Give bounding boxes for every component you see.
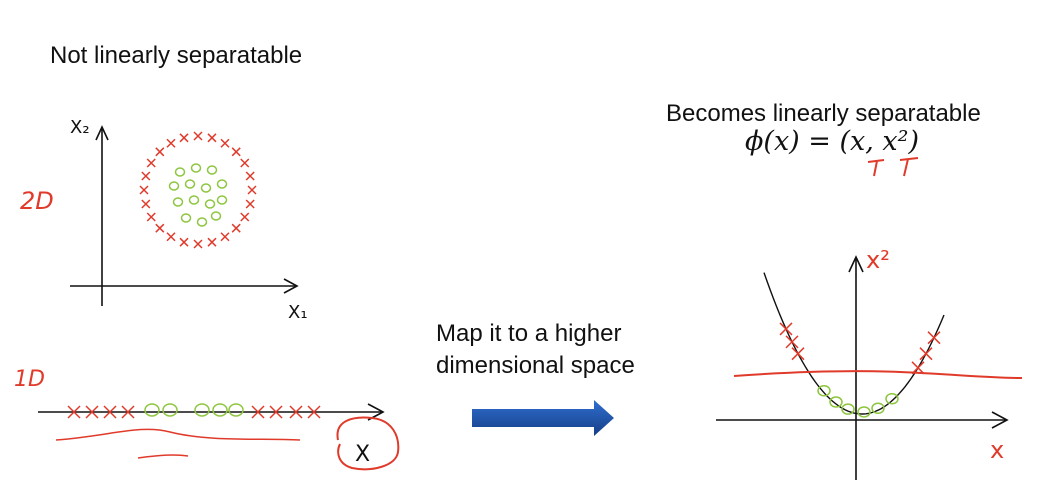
inner-circle (198, 218, 207, 226)
parabola-cross (928, 332, 940, 344)
outer-cross (208, 238, 216, 246)
parabola-cross (786, 336, 798, 348)
outer-class-crosses (140, 132, 256, 248)
parabola-cross (792, 348, 804, 360)
axis-circle (213, 404, 227, 416)
outer-cross (194, 240, 202, 248)
parabola-circle (818, 386, 830, 396)
inner-circle (212, 212, 221, 220)
formula-arrow-x2 (900, 158, 918, 176)
label-1d: 1D (14, 367, 45, 392)
axis-circle (195, 404, 209, 416)
parabola-crosses (780, 323, 940, 374)
outer-cross (221, 139, 229, 147)
parabola-circle (858, 407, 870, 417)
parabola-y-label: x² (866, 246, 890, 274)
plot-1d-red-scribble-2 (138, 455, 188, 458)
plot-2d-x-label: X₁ (288, 302, 308, 323)
parabola-circle (886, 394, 898, 404)
outer-cross (246, 172, 254, 180)
outer-cross (140, 186, 148, 194)
outer-cross (167, 233, 175, 241)
outer-cross (221, 233, 229, 241)
formula-arrow-x (868, 160, 884, 176)
outer-cross (167, 139, 175, 147)
inner-circle (206, 200, 215, 208)
plot-1d (38, 404, 383, 420)
parabola-x-label: x (990, 436, 1004, 464)
separating-line (734, 371, 1022, 378)
outer-cross (241, 213, 249, 221)
plot-2d-y-label: X₂ (70, 117, 90, 138)
axis-circle (229, 404, 243, 416)
axis-circle (163, 404, 177, 416)
outer-cross (142, 172, 150, 180)
outer-cross (147, 159, 155, 167)
outer-cross (232, 148, 240, 156)
outer-cross (194, 132, 202, 140)
inner-circle (202, 184, 211, 192)
inner-circle (218, 196, 227, 204)
plot-2d (70, 127, 297, 306)
outer-cross (147, 213, 155, 221)
inner-circle (174, 198, 183, 206)
outer-cross (156, 148, 164, 156)
plot-1d-red-scribble-1 (56, 429, 300, 440)
outer-cross (180, 134, 188, 142)
outer-cross (208, 134, 216, 142)
plot-1d-axis-label: X (355, 442, 370, 467)
outer-cross (248, 186, 256, 194)
outer-cross (232, 224, 240, 232)
inner-circle (208, 166, 217, 174)
inner-circle (176, 168, 185, 176)
inner-class-circles (170, 164, 227, 226)
parabola-cross (780, 323, 792, 335)
outer-cross (156, 224, 164, 232)
inner-circle (218, 180, 227, 188)
plot-parabola (716, 257, 1007, 480)
parabola-circle (830, 397, 842, 407)
axis-circle (145, 404, 159, 416)
inner-circle (192, 164, 201, 172)
outer-cross (180, 238, 188, 246)
outer-cross (241, 159, 249, 167)
inner-circle (170, 182, 179, 190)
outer-cross (246, 200, 254, 208)
parabola-cross (920, 348, 932, 360)
plot-1d-circles (145, 404, 243, 416)
inner-circle (182, 214, 191, 222)
parabola-circles (818, 386, 898, 417)
label-2d: 2D (20, 187, 54, 215)
inner-circle (190, 196, 199, 204)
formula-red-arrows (868, 158, 918, 176)
mapping-arrow (472, 400, 614, 436)
outer-cross (142, 200, 150, 208)
inner-circle (186, 180, 195, 188)
